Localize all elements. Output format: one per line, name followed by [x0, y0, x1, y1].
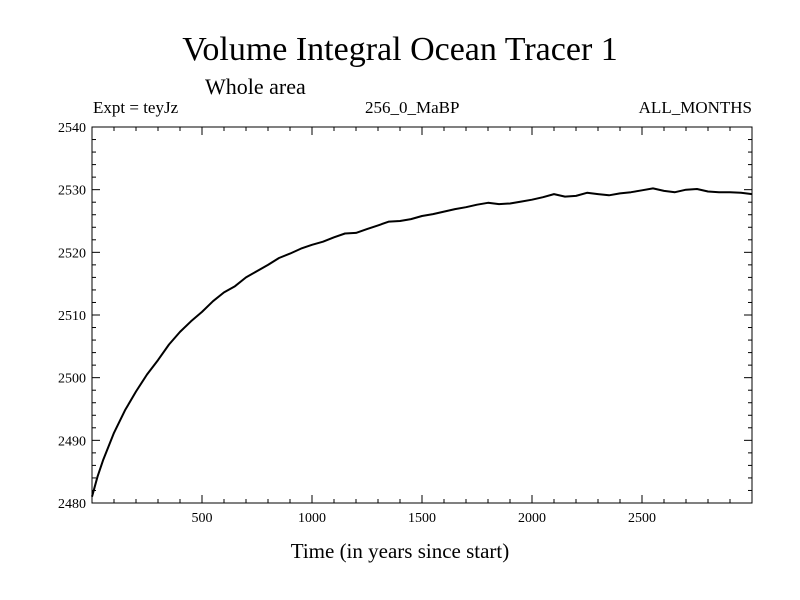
- x-tick-label: 1000: [298, 511, 326, 526]
- series-line-1: [91, 187, 753, 497]
- y-tick-label: 2530: [58, 184, 86, 199]
- y-tick-label: 2490: [58, 434, 86, 449]
- y-tick-label: 2480: [58, 497, 86, 512]
- x-axis-label: Time (in years since start): [290, 539, 510, 563]
- y-tick-label: 2520: [58, 246, 86, 261]
- chart-title: Volume Integral Ocean Tracer 1: [182, 31, 618, 68]
- y-tick-label: 2510: [58, 309, 86, 324]
- experiment-label: Expt = teyJz: [93, 98, 179, 117]
- y-tick-label: 2540: [58, 121, 86, 136]
- plot-frame: [91, 126, 753, 504]
- x-tick-label: 500: [192, 511, 213, 526]
- chart-subtitle: Whole area: [205, 74, 306, 99]
- months-label: ALL_MONTHS: [638, 98, 752, 117]
- axis-ticks: [92, 127, 752, 503]
- y-tick-label: 2500: [58, 372, 86, 387]
- run-label: 256_0_MaBP: [365, 98, 460, 117]
- axis-tick-labels: 500 1000 1500 2000 2500 2480 2490 2500 2510 2520 2…: [58, 121, 656, 526]
- x-tick-label: 1500: [408, 511, 436, 526]
- x-tick-label: 2000: [518, 511, 546, 526]
- series-group: [91, 187, 753, 497]
- x-tick-label: 2500: [628, 511, 656, 526]
